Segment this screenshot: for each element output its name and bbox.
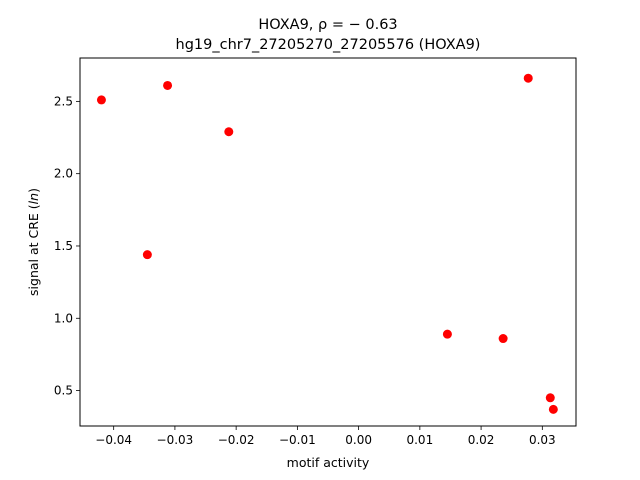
axis-ticks: −0.04 −0.03 −0.02 −0.01 0.00 0.01 0.02 0.03 0.5 1… <box>54 94 556 447</box>
y-tick-label: 1.0 <box>54 311 73 325</box>
y-tick-label: 1.5 <box>54 239 73 253</box>
scatter-point <box>142 250 152 260</box>
scatter-point <box>523 73 533 83</box>
chart-title-line1: HOXA9, ρ = − 0.63 <box>258 17 397 33</box>
scatter-point <box>498 334 508 344</box>
scatter-point <box>548 404 558 414</box>
scatter-point <box>224 127 234 137</box>
x-tick-label: 0.01 <box>406 433 433 447</box>
x-tick-label: −0.02 <box>218 433 255 447</box>
x-tick-label: −0.03 <box>157 433 194 447</box>
x-tick-label: 0.03 <box>529 433 556 447</box>
scatter-point <box>163 80 173 90</box>
x-tick-label: 0.00 <box>345 433 372 447</box>
data-points <box>96 73 558 414</box>
y-tick-label: 0.5 <box>54 384 73 398</box>
x-axis-label: motif activity <box>287 455 370 470</box>
plot-area-frame <box>79 57 577 427</box>
scatter-point <box>96 95 106 105</box>
x-tick-label: −0.04 <box>95 433 132 447</box>
x-tick-label: 0.02 <box>468 433 495 447</box>
y-axis-label: signal at CRE (ln) <box>26 188 41 296</box>
title-line1-text: HOXA9, ρ = − 0.63 <box>258 17 397 33</box>
scatter-point <box>442 329 452 339</box>
chart-title-line2: hg19_chr7_27205270_27205576 (HOXA9) <box>176 37 481 53</box>
y-tick-label: 2.5 <box>54 94 73 108</box>
y-tick-label: 2.0 <box>54 167 73 181</box>
scatter-point <box>545 393 555 403</box>
x-tick-label: −0.01 <box>279 433 316 447</box>
